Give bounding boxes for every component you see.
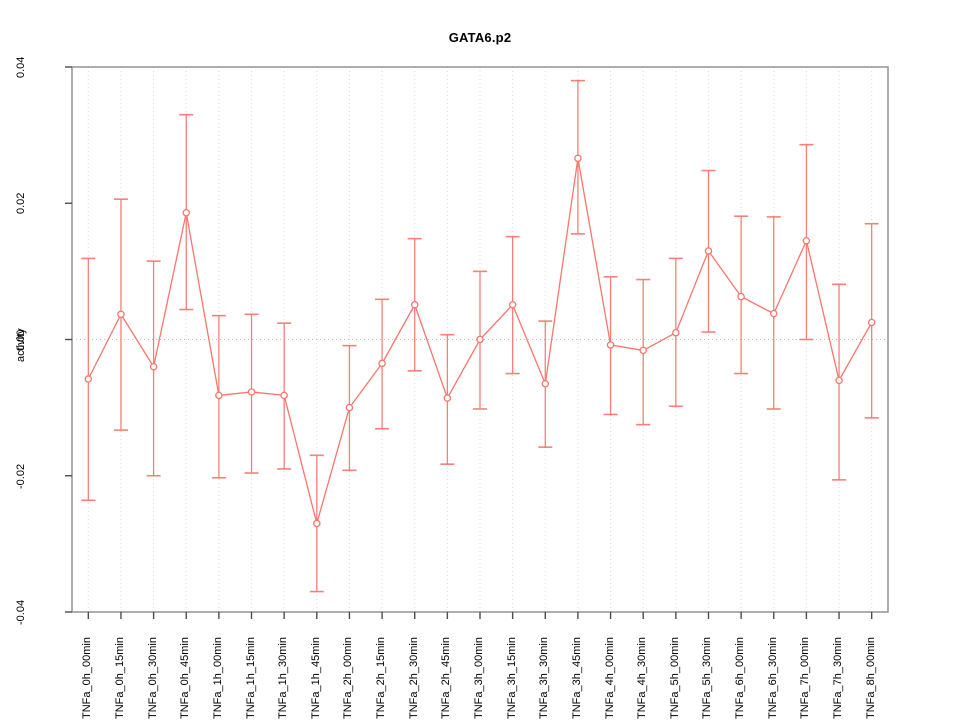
y-tick-label: 0.04 [15,56,27,78]
x-axis-ticks [87,612,873,619]
x-tick-label: TNFa_1h_00min [211,637,224,719]
x-tick-label: TNFa_3h_30min [538,637,551,719]
chart-title: GATA6.p2 [448,30,512,45]
x-tick-label: TNFa_0h_30min [146,637,159,719]
data-point-marker [117,310,125,319]
x-tick-label: TNFa_6h_30min [766,637,779,719]
x-tick-label: TNFa_6h_00min [734,637,747,719]
y-tick-label: 0.00 [15,328,27,351]
x-tick-label: TNFa_5h_30min [701,637,714,719]
y-axis-ticks [65,66,72,613]
x-tick-label: TNFa_0h_45min [179,637,192,719]
data-point-marker [770,309,778,318]
x-tick-label: TNFa_4h_00min [603,637,616,719]
data-point-marker [802,236,811,245]
data-point-marker [410,301,419,309]
data-point-marker [84,375,93,383]
x-tick-label: TNFa_1h_30min [277,637,290,719]
x-tick-label: TNFa_8h_00min [864,637,877,719]
data-point-marker [313,519,321,528]
y-tick-label: 0.02 [15,192,27,214]
x-tick-label: TNFa_2h_45min [440,637,453,719]
x-tick-label: TNFa_2h_00min [342,637,355,719]
data-point-marker [280,391,288,400]
x-tick-label: TNFa_2h_30min [407,637,420,719]
data-point-marker [247,388,256,396]
x-tick-label: TNFa_7h_00min [799,637,812,719]
data-point-marker [378,359,386,368]
data-point-marker [835,376,843,385]
x-tick-label: TNFa_3h_00min [473,637,485,719]
data-point-marker [672,328,680,337]
y-tick-label: -0.02 [15,463,27,489]
data-point-marker [476,335,484,344]
data-point-marker [149,362,158,371]
x-tick-label: TNFa_2h_15min [375,637,388,719]
data-series-activity [81,79,879,593]
x-tick-label: TNFa_3h_45min [570,637,583,719]
x-tick-label: TNFa_1h_15min [244,637,257,719]
data-point-marker [508,301,517,309]
data-point-marker [215,391,223,400]
data-point-marker [704,247,713,255]
x-tick-label: TNFa_1h_45min [309,637,322,719]
data-point-marker [867,318,876,327]
data-point-marker [182,209,190,217]
x-tick-label: TNFa_0h_00min [81,637,94,719]
x-tick-label: TNFa_0h_15min [113,637,126,719]
x-tick-label: TNFa_3h_15min [505,637,518,719]
data-point-marker [639,346,647,355]
data-point-marker [737,292,745,301]
data-point-marker [541,380,550,388]
x-tick-label: TNFa_4h_30min [636,637,649,719]
y-tick-label: -0.04 [15,599,27,625]
data-point-marker [443,394,452,402]
x-tick-label: TNFa_5h_00min [668,637,681,719]
data-point-marker [574,154,582,163]
x-tick-label: TNFa_7h_30min [832,637,845,719]
data-point-marker [606,341,615,349]
data-point-marker [345,403,354,412]
